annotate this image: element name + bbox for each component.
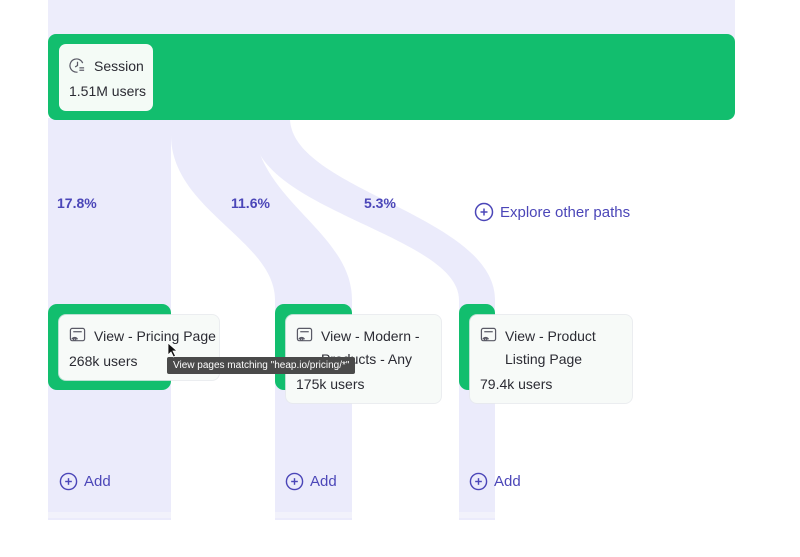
step-card-pricing[interactable]: View - Pricing Page 268k users xyxy=(59,315,219,380)
tooltip: View pages matching "heap.io/pricing/*" xyxy=(167,357,356,374)
path-percent-pricing: 17.8% xyxy=(57,195,97,211)
root-count: 1.51M users xyxy=(69,83,147,99)
page-view-icon xyxy=(296,327,313,342)
add-step-button-pricing[interactable]: Add xyxy=(59,472,111,491)
step-card-product-listing[interactable]: View - Product Listing Page 79.4k users xyxy=(470,315,632,403)
path-percent-product-listing: 5.3% xyxy=(364,195,396,211)
explore-label: Explore other paths xyxy=(500,203,631,221)
plus-circle-icon xyxy=(285,472,304,491)
mouse-cursor-icon xyxy=(167,342,179,358)
plus-circle-icon xyxy=(469,472,488,491)
plus-circle-icon xyxy=(59,472,78,491)
root-node-session[interactable]: Session 1.51M users xyxy=(48,34,735,120)
page-view-icon xyxy=(69,327,86,342)
root-title: Session xyxy=(94,58,144,74)
step-title: View - Product Listing Page xyxy=(505,328,596,367)
add-label: Add xyxy=(494,473,521,490)
step-count: 268k users xyxy=(69,353,138,369)
session-clock-icon xyxy=(69,58,85,73)
step-title: View - Pricing Page xyxy=(94,328,216,344)
page-view-icon xyxy=(480,327,497,342)
incoming-flow-band xyxy=(48,0,735,40)
root-card[interactable]: Session 1.51M users xyxy=(59,44,153,111)
add-step-button-product-listing[interactable]: Add xyxy=(469,472,521,491)
add-label: Add xyxy=(310,473,337,490)
add-step-button-modern-products[interactable]: Add xyxy=(285,472,337,491)
step-count: 79.4k users xyxy=(480,376,553,392)
path-percent-modern-products: 11.6% xyxy=(231,195,270,211)
plus-circle-icon xyxy=(474,202,494,222)
step-count: 175k users xyxy=(296,376,365,392)
add-label: Add xyxy=(84,473,111,490)
flow-band-modern-products xyxy=(171,118,352,520)
explore-other-paths-button[interactable]: Explore other paths xyxy=(474,202,630,222)
